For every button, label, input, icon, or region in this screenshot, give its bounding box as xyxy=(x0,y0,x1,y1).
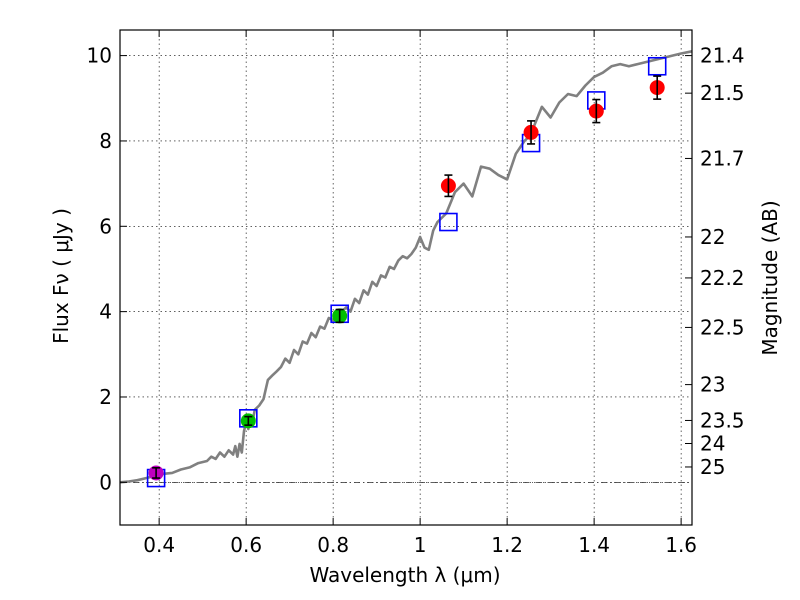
model-square-marker xyxy=(647,56,667,76)
x-tick-label: 1.6 xyxy=(665,533,697,557)
x-axis-title: Wavelength λ (μm) xyxy=(309,563,500,587)
mag-tick-label: 24 xyxy=(700,431,725,455)
model-square-marker xyxy=(439,212,458,232)
x-tick-label: 1.4 xyxy=(578,533,610,557)
mag-tick-label: 23.5 xyxy=(700,408,745,432)
mag-tick-label: 22.2 xyxy=(700,266,745,290)
y-tick-label: 8 xyxy=(99,129,112,153)
y-tick-label: 2 xyxy=(99,385,112,409)
x-tick-label: 0.4 xyxy=(143,533,175,557)
mag-tick-label: 21.7 xyxy=(700,146,745,170)
points-group xyxy=(146,56,667,488)
mag-tick-label: 23 xyxy=(700,373,725,397)
spectrum-group xyxy=(119,50,693,484)
mag-tick-label: 21.4 xyxy=(700,44,745,68)
mag-tick-label: 22 xyxy=(700,225,725,249)
y-tick-label: 10 xyxy=(87,44,112,68)
x-tick-label: 0.6 xyxy=(230,533,262,557)
y-tick-label: 0 xyxy=(99,470,112,494)
y-tick-label: 4 xyxy=(99,300,112,324)
ticks-group xyxy=(120,30,692,525)
mag-tick-label: 25 xyxy=(700,455,725,479)
x-tick-label: 0.8 xyxy=(317,533,349,557)
mag-tick-label: 21.5 xyxy=(700,81,745,105)
x-tick-label: 1.2 xyxy=(491,533,523,557)
model-spectrum-line xyxy=(119,50,693,484)
x-tick-label: 1 xyxy=(414,533,427,557)
y-axis-title: Flux Fν ( μJy ) xyxy=(49,208,73,344)
y2-axis-title: Magnitude (AB) xyxy=(758,200,782,355)
y-tick-label: 6 xyxy=(99,214,112,238)
mag-tick-label: 22.5 xyxy=(700,315,745,339)
